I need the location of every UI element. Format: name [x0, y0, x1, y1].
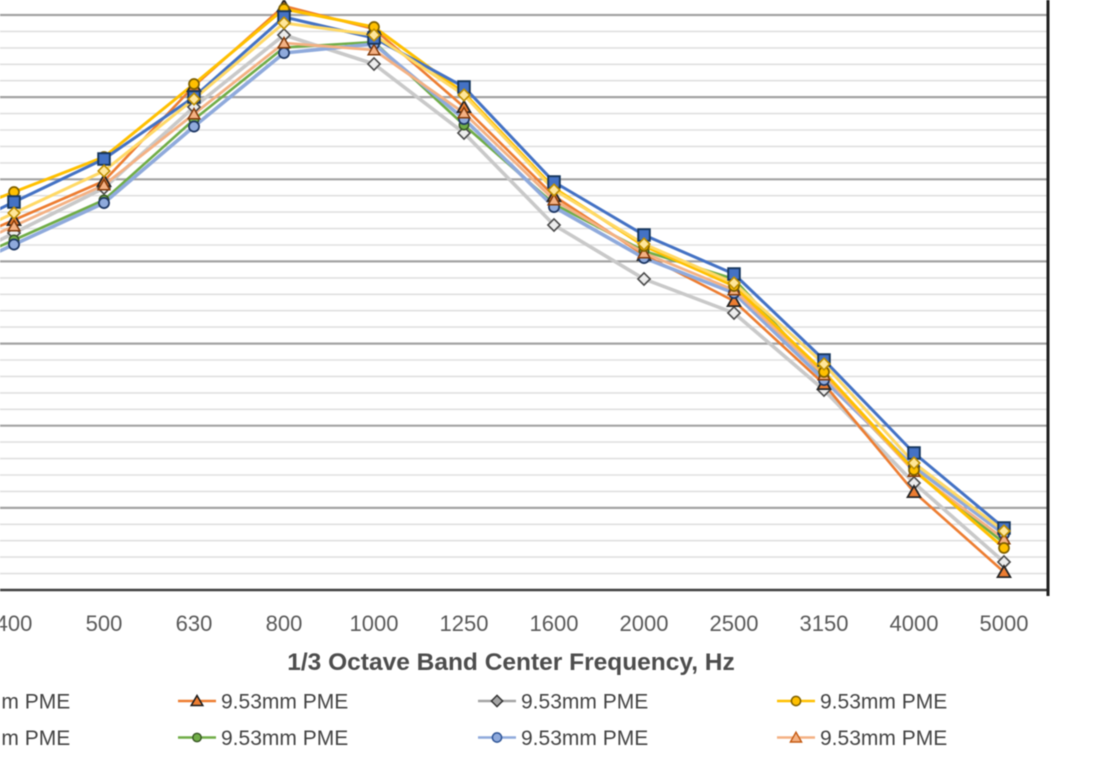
svg-text:9.53mm PME: 9.53mm PME [820, 691, 947, 714]
svg-text:2500: 2500 [710, 611, 759, 636]
svg-text:1000: 1000 [350, 611, 399, 636]
svg-text:1600: 1600 [530, 611, 579, 636]
svg-text:1/3 Octave Band Center Frequen: 1/3 Octave Band Center Frequency, Hz [287, 649, 735, 676]
svg-text:9.53mm PME: 9.53mm PME [0, 727, 70, 750]
svg-text:1250: 1250 [440, 611, 489, 636]
svg-text:9.53mm PME: 9.53mm PME [0, 691, 70, 714]
svg-text:500: 500 [86, 611, 123, 636]
svg-text:9.53mm PME: 9.53mm PME [221, 691, 348, 714]
svg-text:9.53mm PME: 9.53mm PME [521, 691, 648, 714]
svg-text:800: 800 [266, 611, 303, 636]
svg-text:400: 400 [0, 611, 32, 636]
svg-text:9.53mm PME: 9.53mm PME [221, 727, 348, 750]
svg-text:2000: 2000 [620, 611, 669, 636]
svg-text:9.53mm PME: 9.53mm PME [521, 727, 648, 750]
svg-text:3150: 3150 [800, 611, 849, 636]
svg-text:630: 630 [176, 611, 213, 636]
svg-text:5000: 5000 [980, 611, 1029, 636]
svg-text:9.53mm PME: 9.53mm PME [820, 727, 947, 750]
svg-text:4000: 4000 [890, 611, 939, 636]
